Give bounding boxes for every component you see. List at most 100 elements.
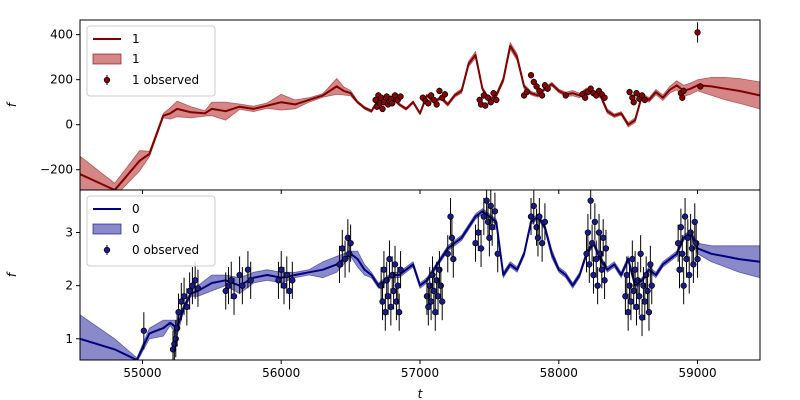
- bot-observed-point: [645, 309, 653, 316]
- bot-observed-point: [631, 266, 639, 273]
- top-legend-label-observed: 1 observed: [132, 73, 199, 87]
- top-legend-box: [86, 25, 216, 97]
- top-observed-point: [372, 96, 379, 104]
- top-observed-point: [397, 93, 404, 100]
- top-observed-point: [433, 101, 440, 108]
- bot-observed-point: [389, 271, 396, 279]
- bot-observed-point: [683, 255, 690, 263]
- top-observed-point: [679, 94, 686, 101]
- bot-observed-point: [394, 282, 401, 289]
- bot-observed-point: [427, 298, 435, 305]
- top-observed-point: [490, 90, 497, 97]
- bottom-panel: 1 2 3 55000 56000 57000 58000 59000 f t 0 0 0 …: [5, 189, 761, 400]
- bot-observed-point: [275, 277, 282, 284]
- bot-observed-point: [194, 285, 202, 292]
- bot-observed-point: [491, 208, 499, 215]
- bot-observed-point: [430, 287, 438, 295]
- bot-observed-point: [247, 277, 254, 284]
- bot-observed-point: [483, 197, 490, 204]
- bot-observed-point: [527, 213, 535, 220]
- top-observed-point: [441, 91, 449, 98]
- bot-observed-point: [693, 239, 700, 247]
- bot-observed-point: [600, 234, 607, 241]
- top-ytick-label: 200: [50, 73, 73, 87]
- bot-observed-point: [228, 277, 235, 284]
- bot-observed-point: [686, 271, 693, 279]
- bot-observed-point: [432, 309, 439, 316]
- bot-observed-point: [426, 282, 433, 289]
- bot-observed-point: [489, 224, 496, 231]
- bot-observed-point: [690, 261, 697, 268]
- bot-observed-point: [586, 261, 593, 268]
- bot-observed-point: [595, 229, 603, 236]
- bot-xtick-label: 56000: [262, 366, 300, 380]
- bot-observed-point: [283, 271, 290, 279]
- bot-observed-point: [171, 340, 178, 348]
- bot-observed-point: [644, 287, 651, 295]
- bot-observed-point: [622, 293, 629, 300]
- bot-observed-point: [676, 266, 683, 273]
- bot-observed-point: [377, 282, 385, 289]
- top-observed-point: [536, 87, 543, 95]
- bot-observed-point: [530, 202, 537, 210]
- bot-observed-point: [278, 266, 285, 273]
- top-ytick-label: 0: [65, 118, 73, 132]
- bot-observed-point: [180, 293, 188, 300]
- bottom-x-ticks: 55000 56000 57000 58000 59000: [123, 360, 717, 380]
- bot-observed-point: [538, 239, 546, 247]
- bot-observed-point: [390, 287, 397, 295]
- top-observed-point: [697, 83, 704, 90]
- bottom-x-axis-label: t: [418, 387, 424, 400]
- bot-observed-point: [140, 327, 147, 334]
- bottom-legend-box: [86, 195, 216, 267]
- top-observed-point: [544, 85, 551, 92]
- top-observed-point: [482, 102, 489, 109]
- bot-observed-point: [280, 282, 288, 289]
- top-legend-label-band: 1: [132, 52, 140, 66]
- bot-observed-point: [641, 298, 648, 305]
- bot-observed-point: [341, 255, 349, 263]
- top-observed-point: [601, 94, 608, 101]
- top-legend-marker: [103, 76, 111, 84]
- bot-observed-point: [396, 309, 403, 316]
- bot-xtick-label: 59000: [678, 366, 716, 380]
- bot-observed-point: [623, 271, 630, 279]
- top-ytick-label: −200: [40, 163, 73, 177]
- bot-observed-point: [183, 303, 191, 311]
- bot-observed-point: [178, 298, 185, 305]
- bot-observed-point: [192, 277, 199, 284]
- bot-observed-point: [172, 335, 179, 342]
- bot-observed-point: [384, 293, 392, 300]
- bot-observed-point: [591, 218, 599, 226]
- top-observed-point: [493, 96, 500, 104]
- bot-observed-point: [380, 266, 388, 273]
- bot-observed-point: [587, 197, 594, 204]
- bot-observed-point: [629, 255, 636, 263]
- bot-observed-point: [475, 229, 482, 236]
- bottom-y-ticks: 1 2 3: [65, 226, 80, 346]
- bot-observed-point: [379, 298, 386, 305]
- bottom-legend-label-line: 0: [132, 202, 140, 216]
- bot-xtick-label: 57000: [401, 366, 439, 380]
- bot-observed-point: [674, 239, 682, 247]
- bot-observed-point: [339, 245, 346, 252]
- top-observed-point: [430, 96, 438, 104]
- top-observed-point: [641, 96, 648, 104]
- bot-observed-point: [648, 282, 655, 289]
- bot-observed-point: [494, 250, 501, 257]
- bot-observed-point: [484, 218, 492, 226]
- top-observed-point: [530, 78, 537, 86]
- top-observed-point: [626, 88, 633, 96]
- top-observed-point: [538, 92, 546, 99]
- bot-observed-point: [186, 287, 193, 295]
- bot-observed-point: [647, 261, 654, 268]
- top-mean-line: [80, 44, 760, 190]
- bot-observed-point: [480, 213, 487, 220]
- top-y-axis-label: f: [5, 101, 19, 107]
- bot-observed-point: [630, 287, 637, 295]
- bot-observed-point: [169, 346, 177, 353]
- bot-observed-point: [679, 250, 686, 257]
- bot-observed-point: [429, 271, 436, 279]
- bot-observed-point: [448, 234, 456, 241]
- bot-xtick-label: 55000: [123, 366, 161, 380]
